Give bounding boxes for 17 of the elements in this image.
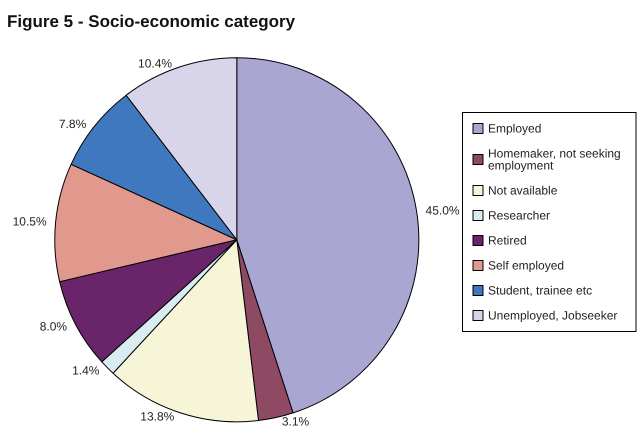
legend-label: Not available [488,184,558,198]
legend-label: Student, trainee etc [488,284,592,298]
chart-title: Figure 5 - Socio-economic category [7,12,296,31]
legend-label: Employed [488,122,542,136]
data-label: 7.8% [58,116,87,131]
data-label: 45.0% [426,204,460,218]
legend-label: Researcher [488,208,550,222]
data-label: 8.0% [40,319,68,334]
data-label: 10.4% [138,56,172,71]
legend-label: Homemaker, not seeking employment [488,146,624,172]
data-label: 10.5% [12,214,47,229]
data-label: 3.1% [282,414,310,428]
legend-label: Unemployed, Jobseeker [488,308,618,322]
data-label: 1.4% [72,363,100,378]
legend-label: Self employed [488,258,564,272]
legend-label: Retired [488,234,527,248]
data-label: 13.8% [140,410,175,424]
